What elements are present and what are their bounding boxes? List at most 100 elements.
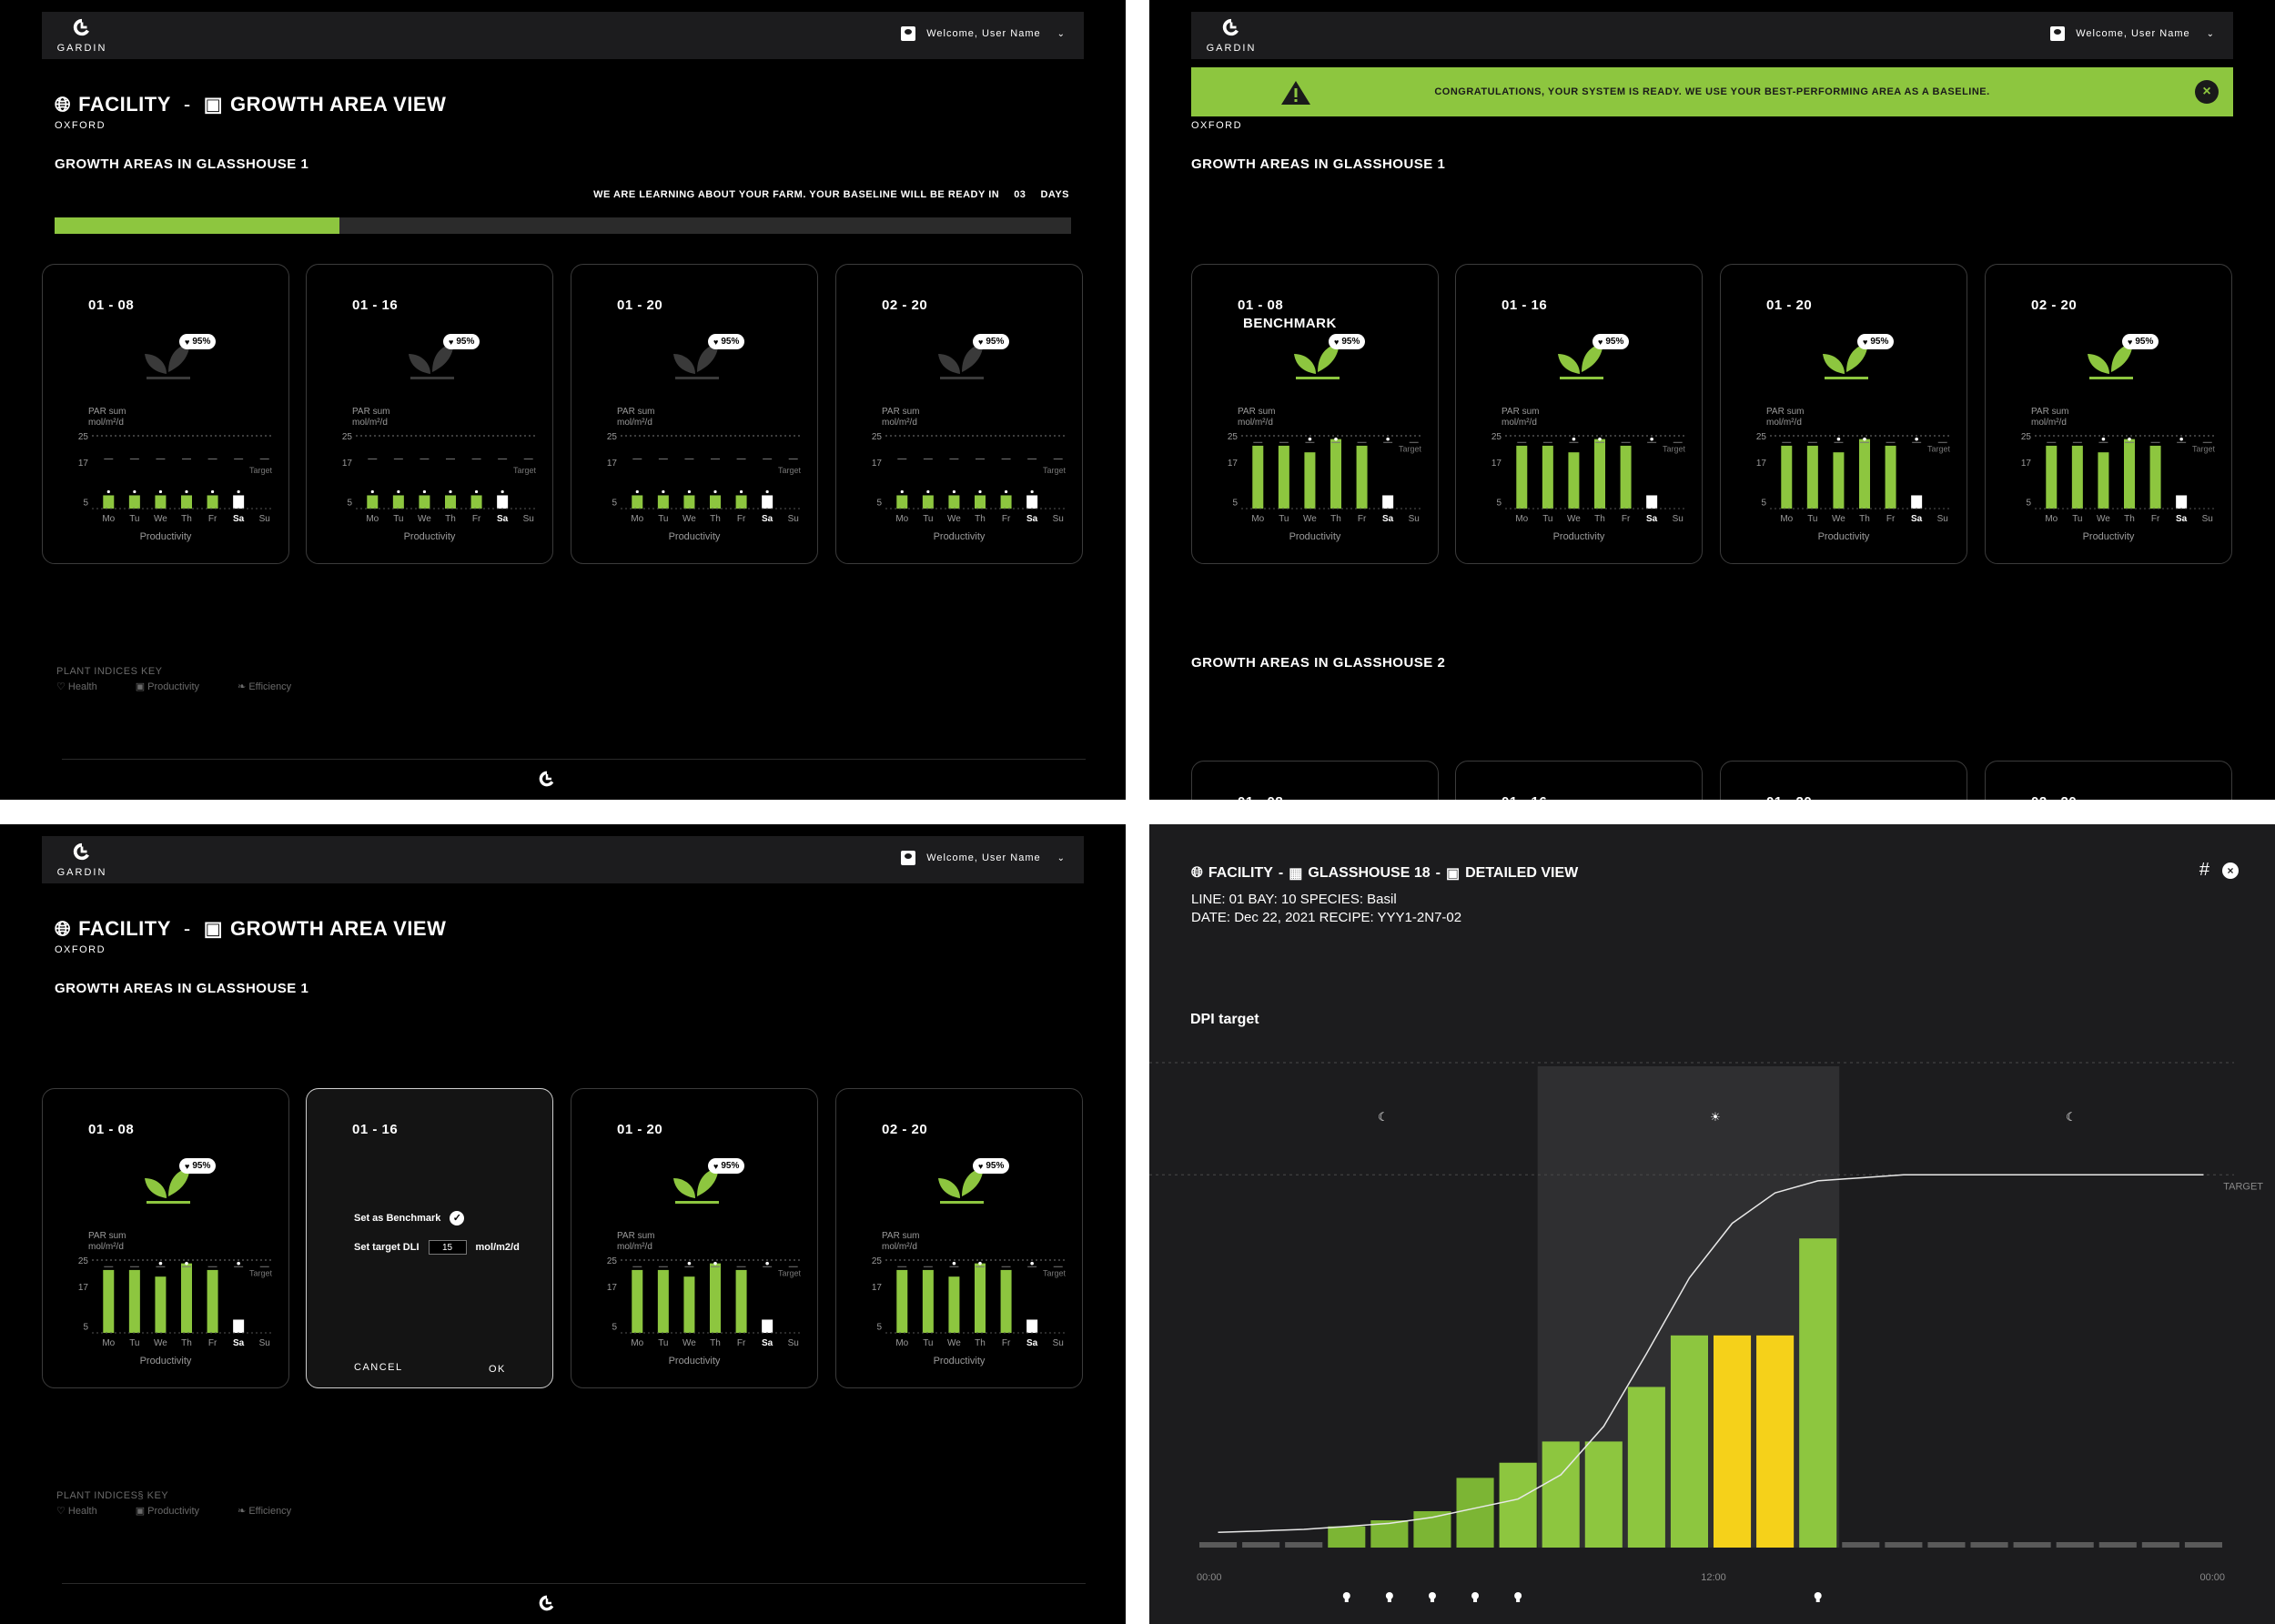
check-icon[interactable]: ✓ — [450, 1211, 465, 1226]
par-bar-chart: 25 17 5 Mo Tu We Th Fr Sa Su Target — [1756, 432, 1952, 524]
target-dot — [474, 489, 479, 494]
day-label: We — [1303, 514, 1317, 524]
growth-area-card[interactable]: 01 - 08 BENCHMARK ♥ 95% PAR sum mol/m²/d 25 17… — [1191, 264, 1439, 564]
day-label: Th — [975, 514, 986, 524]
section-title: GROWTH AREAS IN GLASSHOUSE 1 — [1191, 156, 1446, 172]
growth-area-card[interactable]: 02 - 20 ♥ 95% PAR sum mol/m²/d 25 17 5 Mo Tu We Th… — [1985, 264, 2232, 564]
growth-area-card[interactable]: 02 - 20 ♥ 95% PAR sum mol/m²/d 25 17 5 Mo Tu We Th… — [835, 1088, 1083, 1388]
target-dot — [978, 1261, 982, 1266]
day-label: Su — [1053, 514, 1064, 524]
close-icon[interactable]: × — [2222, 862, 2239, 879]
heart-icon: ♥ — [2128, 337, 2133, 347]
par-label: PAR sum mol/m²/d — [1238, 407, 1276, 428]
health-badge: ♥ 95% — [1857, 334, 1895, 349]
moon-icon: ☾ — [1378, 1110, 1389, 1124]
productivity-label: Productivity — [668, 1356, 721, 1367]
plant-icon — [938, 343, 984, 379]
card-title: 01 - 20 — [1766, 298, 1813, 313]
facility-label[interactable]: FACILITY — [78, 93, 171, 116]
growth-area-card[interactable]: 01 - 20 ♥ 95% PAR sum mol/m²/d 25 17 5 Mo Tu We Th… — [1720, 264, 1967, 564]
dpi-chart: TARGET ☾ ☀ ☾ 00:00 12:00 00:00 — [1149, 1062, 2263, 1602]
brand-logo[interactable]: GARDIN — [55, 17, 109, 54]
target-dot — [1334, 437, 1338, 441]
par-bar — [1516, 445, 1528, 509]
brand-name: GARDIN — [56, 43, 107, 54]
section-title: GROWTH AREAS IN GLASSHOUSE 1 — [55, 156, 309, 172]
par-bar-chart: 25 17 5 Mo Tu We Th Fr Sa Su Target — [607, 432, 803, 524]
day-label: Mo — [895, 1338, 908, 1348]
card-title: 01 - 20 — [1766, 794, 1812, 800]
day-label: Sa — [1026, 1338, 1038, 1348]
plant-icon — [938, 1167, 984, 1204]
growth-area-card[interactable]: 01 - 08 ♥ 95% PAR sum mol/m²/d 25 17 5 Mo Tu We Th… — [42, 1088, 289, 1388]
par-label: PAR sum mol/m²/d — [1502, 407, 1540, 428]
user-menu[interactable]: Welcome, User Name ⌄ — [901, 851, 1066, 865]
par-bar — [419, 495, 430, 509]
growth-area-card[interactable]: 01 - 20 ♥ 95% PAR sum mol/m²/d 25 17 5 Mo Tu We Th… — [571, 1088, 818, 1388]
chevron-down-icon[interactable]: ⌄ — [2206, 28, 2215, 39]
day-label: We — [418, 514, 431, 524]
day-label: We — [682, 514, 696, 524]
target-label: Target — [513, 466, 537, 475]
grid-icon[interactable]: # — [2199, 860, 2209, 880]
par-bar — [1885, 445, 1896, 509]
close-icon[interactable]: × — [2195, 80, 2219, 104]
bulb-icon-base — [1387, 1599, 1391, 1602]
key-title: PLANT INDICES§ KEY — [56, 1490, 169, 1501]
facility-label[interactable]: FACILITY — [78, 917, 171, 940]
par-bar-chart: 25 17 5 Mo Tu We Th Fr Sa Su Target — [872, 432, 1067, 524]
card-title: 02 - 20 — [882, 298, 928, 313]
par-label: PAR sum mol/m²/d — [617, 1231, 655, 1252]
day-label: We — [947, 514, 961, 524]
growth-area-card[interactable]: 01 - 08 ♥ 95% PAR sum mol/m²/d 25 17 5 Mo Tu We Th… — [42, 264, 289, 564]
cancel-button[interactable]: CANCEL — [354, 1362, 403, 1373]
day-label: Th — [1859, 514, 1870, 524]
day-label: Tu — [1279, 514, 1289, 524]
heart-icon: ♥ — [185, 337, 190, 347]
glasshouse-label[interactable]: GLASSHOUSE 18 — [1308, 865, 1431, 881]
y-tick-label: 17 — [1491, 459, 1502, 469]
dpi-bar — [1285, 1542, 1323, 1548]
par-bar — [497, 495, 509, 509]
user-menu[interactable]: Welcome, User Name ⌄ — [2050, 26, 2215, 41]
key-title: PLANT INDICES KEY — [56, 666, 163, 677]
user-menu[interactable]: Welcome, User Name ⌄ — [901, 26, 1066, 41]
productivity-label: Productivity — [933, 531, 986, 542]
benchmark-row[interactable]: Set as Benchmark ✓ — [354, 1211, 465, 1226]
dpi-bar — [2098, 1542, 2137, 1548]
chevron-down-icon[interactable]: ⌄ — [1057, 28, 1066, 39]
ok-button[interactable]: OK — [489, 1364, 506, 1375]
growth-area-card[interactable]: 02 - 20 — [1985, 761, 2232, 800]
dli-input[interactable] — [428, 1240, 467, 1255]
growth-area-card[interactable]: 02 - 20 ♥ 95% PAR sum mol/m²/d 25 17 5 Mo Tu We Th… — [835, 264, 1083, 564]
days-value: 03 — [1014, 189, 1026, 200]
day-label: Tu — [923, 1338, 933, 1348]
par-bar — [207, 1269, 218, 1333]
dpi-bar — [1328, 1526, 1366, 1548]
growth-area-card[interactable]: 01 - 16 ♥ 95% PAR sum mol/m²/d 25 17 5 Mo Tu We Th… — [306, 264, 553, 564]
par-bar — [1620, 445, 1632, 509]
chevron-down-icon[interactable]: ⌄ — [1057, 852, 1066, 863]
par-label: PAR sum mol/m²/d — [882, 407, 920, 428]
brand-logo[interactable]: GARDIN — [1204, 17, 1259, 54]
day-label: Fr — [1358, 514, 1367, 524]
day-label: Fr — [208, 514, 217, 524]
bulb-icon-base — [1516, 1599, 1521, 1602]
brand-logo[interactable]: GARDIN — [55, 842, 109, 878]
growth-area-card[interactable]: 01 - 16 Set as Benchmark ✓ Set target DLI mo… — [306, 1088, 553, 1388]
par-bar — [1278, 445, 1289, 509]
target-dot — [1004, 489, 1008, 494]
card-title: 01 - 08 — [88, 298, 135, 313]
growth-area-card[interactable]: 01 - 16 ♥ 95% PAR sum mol/m²/d 25 17 5 Mo Tu We Th… — [1455, 264, 1703, 564]
growth-area-card[interactable]: 01 - 16 — [1455, 761, 1703, 800]
par-bar — [1382, 495, 1394, 509]
growth-area-card[interactable]: 01 - 08 — [1191, 761, 1439, 800]
par-bar — [632, 495, 643, 509]
growth-area-card[interactable]: 01 - 20 — [1720, 761, 1967, 800]
facility-label[interactable]: FACILITY — [1208, 865, 1273, 881]
key-health: ♡ Health — [56, 1506, 97, 1517]
dpi-bar — [1627, 1387, 1665, 1548]
par-bar — [1568, 452, 1580, 509]
growth-area-card[interactable]: 01 - 20 ♥ 95% PAR sum mol/m²/d 25 17 5 Mo Tu We Th… — [571, 264, 818, 564]
target-dot — [1915, 437, 1918, 441]
